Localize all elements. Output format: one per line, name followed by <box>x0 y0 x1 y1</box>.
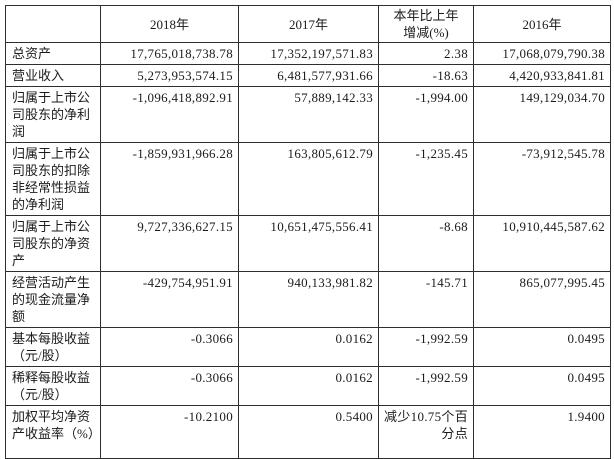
header-2017: 2017年 <box>238 5 379 43</box>
value-2016: 17,068,079,790.38 <box>473 42 611 65</box>
value-2017: 163,805,612.79 <box>238 142 379 216</box>
value-2018: 17,765,018,738.78 <box>100 42 239 65</box>
value-2018: -0.3066 <box>100 366 239 406</box>
value-2016: 4,420,933,841.81 <box>473 64 611 87</box>
header-yoy-change: 本年比上年 增减(%) <box>378 5 474 43</box>
table-row-diluted-eps: 稀释每股收益（元/股） -0.3066 0.0162 -1,992.59 0.0… <box>5 366 611 406</box>
value-2016: -73,912,545.78 <box>473 142 611 216</box>
value-2018: 9,727,336,627.15 <box>100 215 239 272</box>
value-2017: 17,352,197,571.83 <box>238 42 379 65</box>
row-label: 归属于上市公司股东的净利润 <box>5 86 101 143</box>
value-change: -1,235.45 <box>378 142 474 216</box>
value-2016: 1.9400 <box>473 405 611 459</box>
row-label: 营业收入 <box>5 64 101 87</box>
header-2018: 2018年 <box>100 5 239 43</box>
table-row-net-profit: 归属于上市公司股东的净利润 -1,096,418,892.91 57,889,1… <box>5 86 611 143</box>
row-label: 加权平均净资产收益率（%） <box>5 405 101 459</box>
value-2016: 0.0495 <box>473 366 611 406</box>
table-row-operating-cash-flow: 经营活动产生的现金流量净额 -429,754,951.91 940,133,98… <box>5 271 611 328</box>
value-2016: 149,129,034.70 <box>473 86 611 143</box>
value-change: 减少10.75个百分点 <box>378 405 474 459</box>
value-2017: 57,889,142.33 <box>238 86 379 143</box>
value-change: 2.38 <box>378 42 474 65</box>
value-2016: 865,077,995.45 <box>473 271 611 328</box>
header-blank <box>5 5 101 43</box>
table-row-net-assets: 归属于上市公司股东的净资产 9,727,336,627.15 10,651,47… <box>5 215 611 272</box>
table-row-net-profit-deducting-nonrecurring: 归属于上市公司股东的扣除非经常性损益的净利润 -1,859,931,966.28… <box>5 142 611 216</box>
value-change: -1,992.59 <box>378 327 474 367</box>
value-change: -1,994.00 <box>378 86 474 143</box>
value-change: -1,992.59 <box>378 366 474 406</box>
value-2017: 940,133,981.82 <box>238 271 379 328</box>
value-2018: -10.2100 <box>100 405 239 459</box>
value-2017: 6,481,577,931.66 <box>238 64 379 87</box>
value-2018: 5,273,953,574.15 <box>100 64 239 87</box>
table-row-basic-eps: 基本每股收益（元/股） -0.3066 0.0162 -1,992.59 0.0… <box>5 327 611 367</box>
row-label: 基本每股收益（元/股） <box>5 327 101 367</box>
table-row-weighted-average-roe: 加权平均净资产收益率（%） -10.2100 0.5400 减少10.75个百分… <box>5 405 611 459</box>
value-change: -8.68 <box>378 215 474 272</box>
value-change: -145.71 <box>378 271 474 328</box>
financial-summary-table: 2018年 2017年 本年比上年 增减(%) 2016年 总资产 17,765… <box>5 5 611 459</box>
value-2017: 0.5400 <box>238 405 379 459</box>
value-2018: -429,754,951.91 <box>100 271 239 328</box>
row-label: 经营活动产生的现金流量净额 <box>5 271 101 328</box>
table-row-total-assets: 总资产 17,765,018,738.78 17,352,197,571.83 … <box>5 42 611 65</box>
row-label: 归属于上市公司股东的净资产 <box>5 215 101 272</box>
row-label: 稀释每股收益（元/股） <box>5 366 101 406</box>
value-2016: 0.0495 <box>473 327 611 367</box>
row-label: 归属于上市公司股东的扣除非经常性损益的净利润 <box>5 142 101 216</box>
value-2017: 0.0162 <box>238 327 379 367</box>
value-2017: 0.0162 <box>238 366 379 406</box>
header-2016: 2016年 <box>473 5 611 43</box>
header-row: 2018年 2017年 本年比上年 增减(%) 2016年 <box>5 5 611 43</box>
value-2016: 10,910,445,587.62 <box>473 215 611 272</box>
value-2018: -0.3066 <box>100 327 239 367</box>
value-2017: 10,651,475,556.41 <box>238 215 379 272</box>
row-label: 总资产 <box>5 42 101 65</box>
value-2018: -1,859,931,966.28 <box>100 142 239 216</box>
value-2018: -1,096,418,892.91 <box>100 86 239 143</box>
table-row-operating-revenue: 营业收入 5,273,953,574.15 6,481,577,931.66 -… <box>5 64 611 87</box>
value-change: -18.63 <box>378 64 474 87</box>
